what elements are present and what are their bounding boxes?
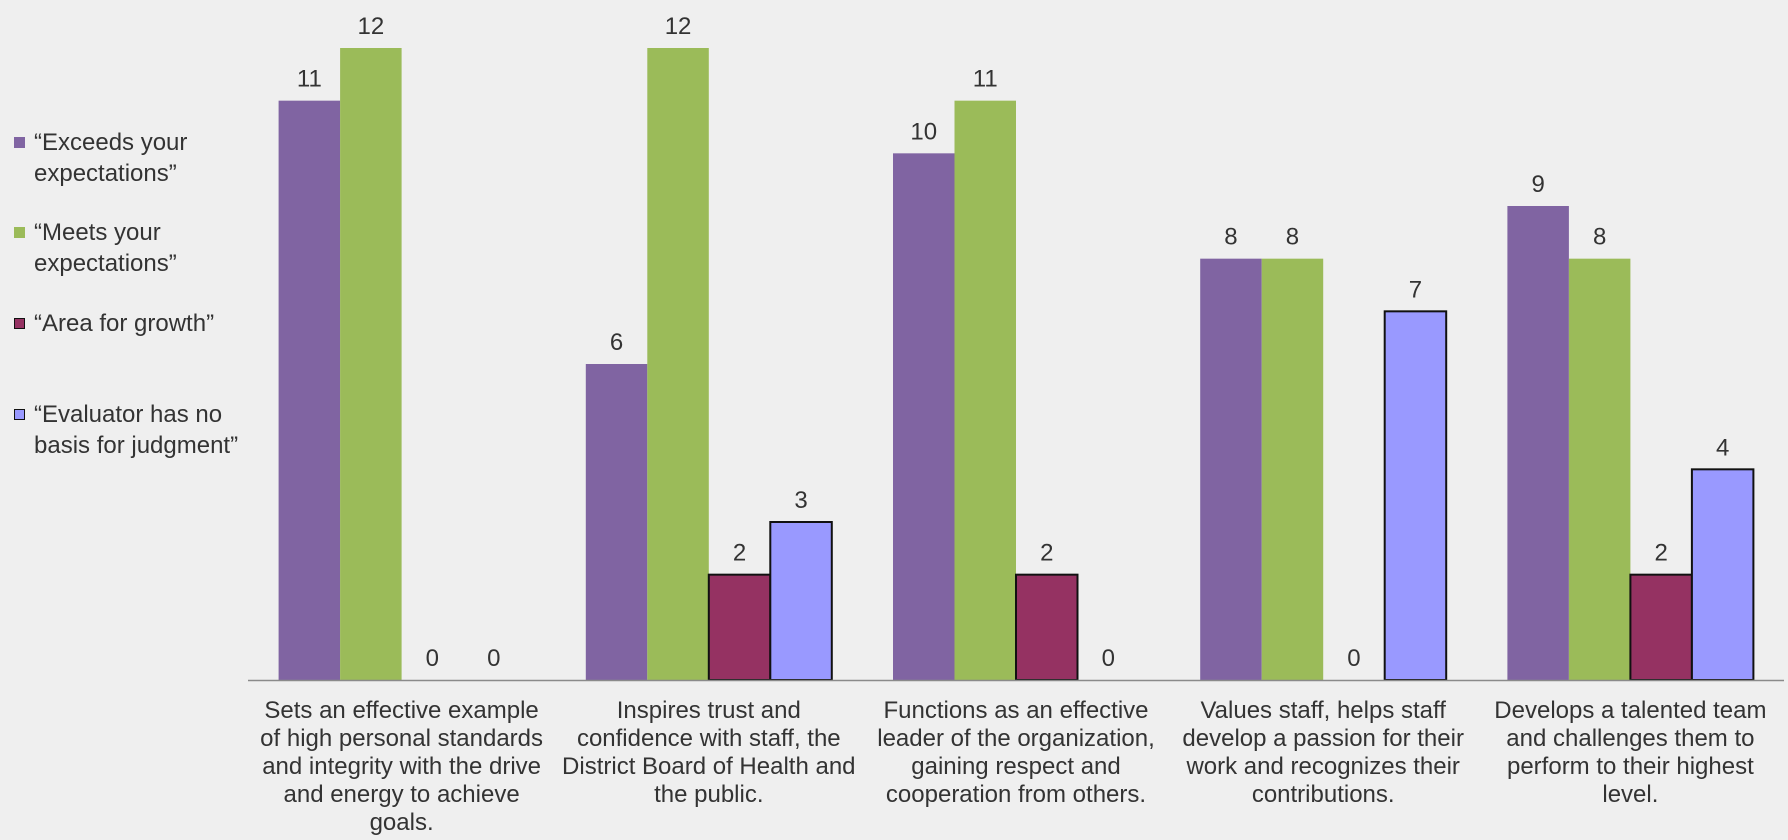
legend-label-meets: “Meets your expectations” [34,219,177,277]
bar-exceeds [1200,258,1262,680]
bar-meets [1261,258,1324,680]
data-label-no-basis: 4 [1716,434,1729,461]
bar-exceeds [1507,206,1569,680]
data-label-growth: 2 [733,540,746,567]
category-label: Develops a talented team and challenges … [1494,697,1767,808]
data-label-no-basis: 3 [794,487,807,514]
legend-label-no-basis: “Evaluator has no basis for judgment” [34,401,239,459]
data-label-no-basis: 7 [1409,276,1422,303]
bar-meets [1568,258,1631,680]
data-label-meets: 12 [665,13,692,40]
bar-growth [707,573,772,682]
legend-item-no-basis: “Evaluator has no basis for judgment” [12,399,247,461]
bars-group [278,48,1755,682]
data-label-growth: 0 [1347,645,1360,672]
bar-exceeds [278,100,341,680]
legend-swatch-no-basis [14,409,25,420]
legend-swatch-exceeds [14,137,25,148]
data-label-meets: 12 [357,13,384,40]
data-label-exceeds: 10 [910,118,937,145]
data-label-exceeds: 8 [1224,224,1237,251]
bar-meets [340,48,402,680]
bar-no-basis [1383,310,1448,681]
bar-no-basis [769,521,833,681]
data-label-exceeds: 9 [1531,171,1544,198]
data-label-growth: 2 [1654,540,1667,567]
legend-item-meets: “Meets your expectations” [12,217,212,279]
legend-swatch-growth [14,318,25,329]
bar-meets [647,48,709,680]
legend-swatch-meets [14,227,25,238]
legend-label-growth: “Area for growth” [34,310,215,337]
category-label: Values staff, helps staff develop a pass… [1182,697,1464,808]
category-label: Functions as an effective leader of the … [877,697,1155,808]
data-label-meets: 8 [1286,224,1299,251]
data-label-growth: 0 [426,645,439,672]
value-labels-group: 11 12 0 0 6 12 2 3 10 11 2 0 8 8 0 7 9 8 2 4 [297,13,1729,672]
bar-meets [954,100,1016,680]
legend-item-exceeds: “Exceeds your expectations” [12,127,212,189]
data-label-growth: 2 [1040,540,1053,567]
data-label-no-basis: 0 [487,645,500,672]
bar-growth [1629,573,1693,682]
bar-no-basis [1690,468,1755,682]
data-label-no-basis: 0 [1102,645,1115,672]
category-label: Inspires trust and confidence with staff… [562,697,856,808]
bar-growth [1015,573,1079,682]
legend-label-exceeds: “Exceeds your expectations” [34,129,188,187]
bar-exceeds [585,364,648,680]
data-label-meets: 11 [973,66,998,93]
bar-exceeds [893,153,955,681]
category-label: Sets an effective example of high person… [260,697,544,836]
legend-item-growth: “Area for growth” [12,308,252,339]
data-label-exceeds: 6 [610,329,623,356]
data-label-exceeds: 11 [297,66,322,93]
data-label-meets: 8 [1593,224,1606,251]
